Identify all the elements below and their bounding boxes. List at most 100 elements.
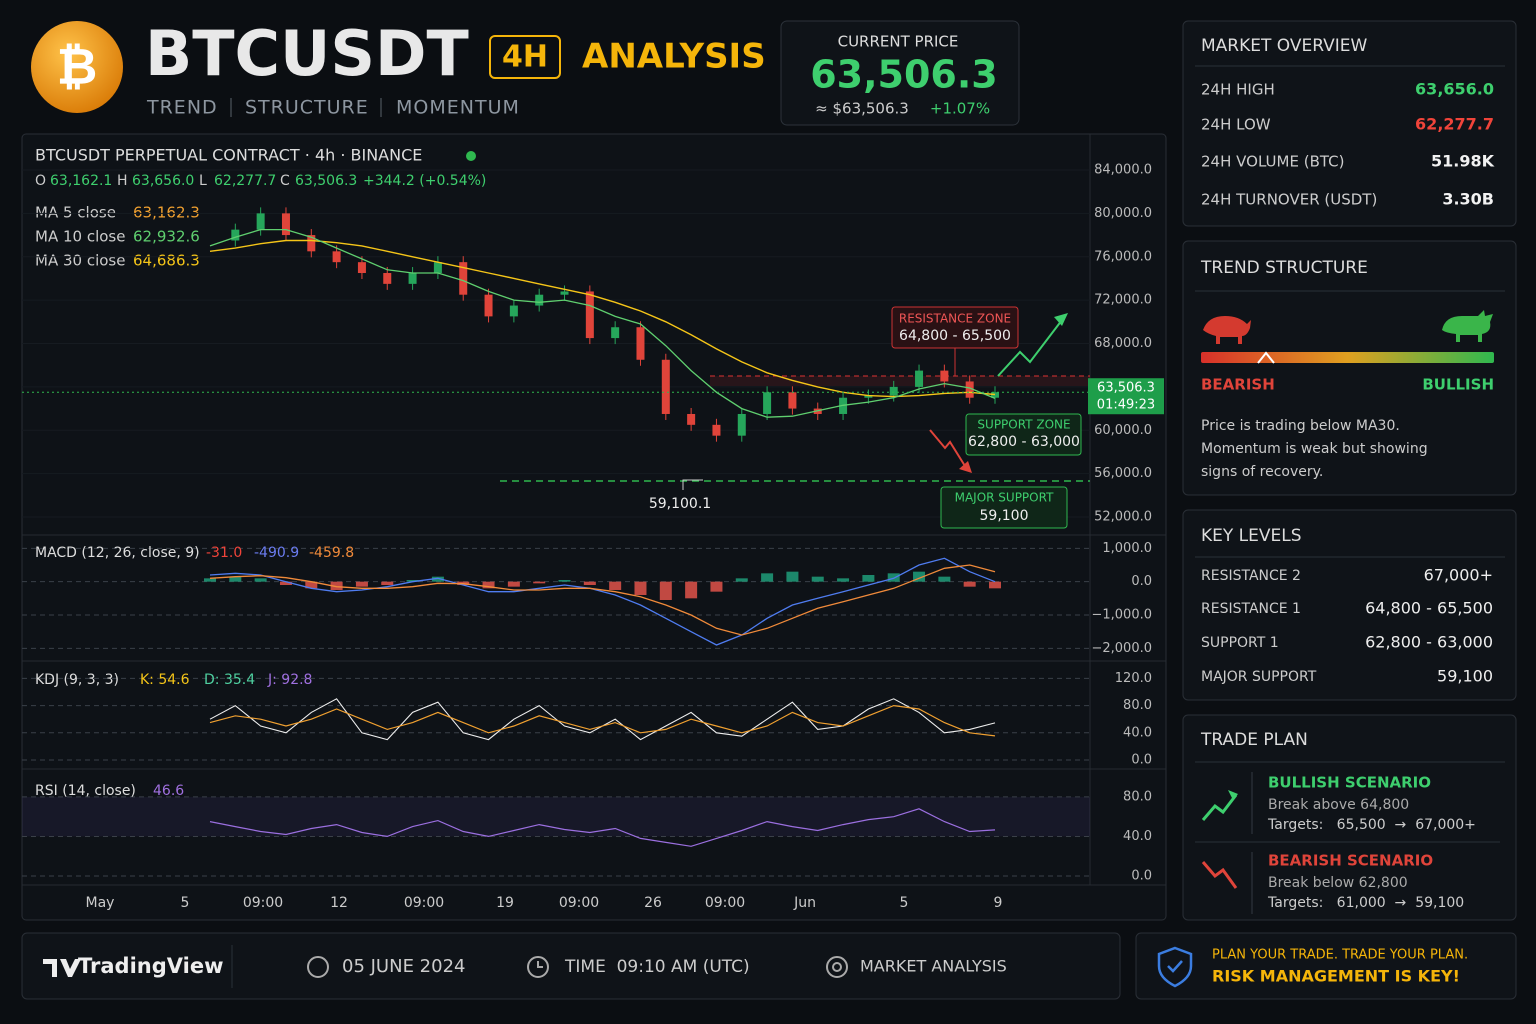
macd-histogram-bar — [381, 581, 394, 585]
y-tick-label: 0.0 — [1131, 574, 1152, 589]
candle-body — [231, 229, 240, 241]
x-tick-label: 9 — [994, 895, 1003, 911]
ma-legend-name: MA 10 close — [35, 228, 125, 246]
y-tick-label: −1,000.0 — [1091, 608, 1152, 623]
ohlc-key: O — [35, 173, 46, 189]
tag: TREND — [146, 97, 218, 119]
support-title: SUPPORT ZONE — [977, 418, 1070, 432]
scenario-targets: Targets: 61,000 → 59,100 — [1267, 895, 1464, 911]
y-tick-label: 80,000.0 — [1094, 206, 1152, 221]
trend-note: Price is trading below MA30. — [1201, 418, 1400, 434]
shield-check — [1167, 960, 1183, 973]
row-value: 62,800 - 63,000 — [1365, 633, 1493, 652]
macd-dif-line — [209, 557, 996, 646]
candle-body — [585, 291, 594, 339]
macd-histogram-bar — [963, 581, 976, 587]
y-tick-label: −2,000.0 — [1091, 641, 1152, 656]
row-label: 24H VOLUME (BTC) — [1201, 153, 1344, 171]
candle-body — [560, 291, 569, 295]
y-tick-label: 0.0 — [1131, 869, 1152, 884]
macd-histogram-bar — [685, 581, 698, 599]
y-tick-label: 68,000.0 — [1094, 336, 1152, 351]
y-tick-label: 56,000.0 — [1094, 466, 1152, 481]
candle-body — [433, 262, 442, 274]
scenario-condition: Break below 62,800 — [1268, 875, 1408, 891]
candle-body — [661, 359, 670, 414]
timeframe: 4H — [502, 40, 548, 75]
macd-histogram-bar — [204, 578, 216, 582]
row-label: SUPPORT 1 — [1201, 635, 1279, 651]
brand: TradingView — [78, 954, 223, 978]
gauge-bar — [1201, 352, 1494, 363]
candle-body — [307, 235, 316, 252]
x-tick-label: 12 — [330, 895, 348, 911]
macd-histogram-bar — [761, 573, 774, 582]
ohlc-key: L — [199, 173, 207, 189]
macd-histogram-bar — [735, 578, 748, 582]
y-tick-label: 80.0 — [1123, 789, 1152, 804]
kdj-reading: D: 35.4 — [204, 672, 255, 688]
bull-scenario-icon — [1201, 794, 1238, 821]
trend-note: Momentum is weak but showing — [1201, 441, 1428, 457]
price-card — [780, 20, 1020, 126]
last-price-label: 63,506.3 — [1097, 381, 1155, 396]
clock-hands — [537, 961, 543, 968]
ohlc-key: H — [117, 173, 128, 189]
macd-histogram-bar — [355, 581, 368, 587]
x-tick-label: 09:00 — [559, 895, 599, 911]
slogan-panel — [1135, 932, 1517, 1000]
ohlc-change: +344.2 (+0.54%) — [363, 173, 486, 189]
scenario-title: BULLISH SCENARIO — [1268, 774, 1431, 792]
candle-body — [256, 213, 265, 230]
macd-histogram-bar — [811, 576, 824, 582]
y-tick-label: 76,000.0 — [1094, 249, 1152, 264]
ma-legend-value: 62,932.6 — [133, 228, 200, 246]
gauge — [1201, 351, 1494, 364]
rsi-line — [209, 808, 996, 847]
ma-legend-name: MA 30 close — [35, 252, 125, 270]
candle-body — [889, 386, 898, 396]
y-tick-label: 84,000.0 — [1094, 163, 1152, 178]
target-icon-inner — [832, 962, 842, 972]
ohlc-key: C — [280, 173, 290, 189]
candle-body — [281, 213, 290, 236]
macd-histogram-bar — [938, 576, 951, 582]
y-tick-label: 1,000.0 — [1102, 541, 1152, 556]
resistance-band — [710, 376, 1090, 386]
support-box — [965, 413, 1082, 456]
x-tick-label: 5 — [181, 895, 190, 911]
candle-body — [687, 413, 696, 425]
scenario-title: BEARISH SCENARIO — [1268, 852, 1433, 870]
candle-body — [408, 273, 417, 284]
ohlc-value: 63,656.0 — [132, 173, 194, 189]
scenario-condition: Break above 64,800 — [1268, 797, 1409, 813]
low-marker — [682, 479, 703, 490]
row-value: 62,277.7 — [1415, 115, 1494, 134]
candle-body — [915, 370, 924, 387]
analysis-label: ANALYSIS — [582, 37, 766, 77]
macd-histogram-bar — [305, 581, 318, 589]
bull-icon — [1442, 310, 1493, 342]
slogan: PLAN YOUR TRADE. TRADE YOUR PLAN. — [1212, 948, 1468, 963]
macd-title: MACD (12, 26, close, 9) — [35, 545, 200, 561]
x-tick-label: 19 — [496, 895, 514, 911]
trend-note: signs of recovery. — [1201, 464, 1323, 480]
macd-histogram-bar — [634, 581, 647, 595]
y-tick-label: 72,000.0 — [1094, 293, 1152, 308]
trade-plan-panel — [1182, 714, 1517, 921]
macd-histogram-bar — [659, 581, 672, 600]
macd-dea-line — [209, 564, 996, 636]
y-tick-label: 40.0 — [1123, 829, 1152, 844]
rsi-title: RSI (14, close) — [35, 783, 136, 799]
candle-body — [383, 273, 392, 284]
y-tick-label: 120.0 — [1115, 671, 1152, 686]
candle-body — [459, 262, 468, 295]
candle-body — [940, 370, 949, 382]
low-label: 59,100.1 — [649, 496, 711, 512]
candle-body — [636, 327, 645, 360]
macd-histogram-bar — [862, 575, 875, 582]
y-tick-label: 40.0 — [1123, 725, 1152, 740]
x-tick-label: May — [86, 895, 115, 911]
